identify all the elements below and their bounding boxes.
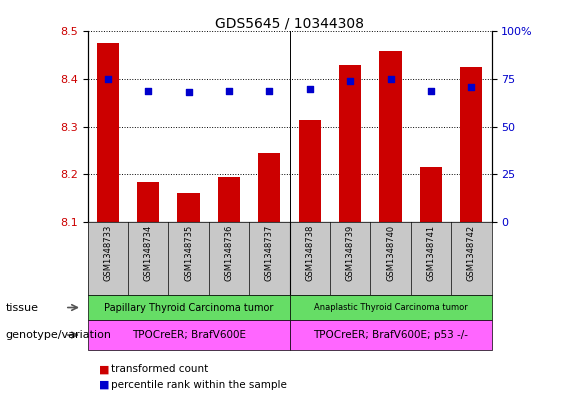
- Point: [224, 87, 233, 94]
- Text: GSM1348742: GSM1348742: [467, 225, 476, 281]
- Bar: [460, 67, 483, 222]
- Text: GSM1348739: GSM1348739: [346, 225, 355, 281]
- Title: GDS5645 / 10344308: GDS5645 / 10344308: [215, 16, 364, 30]
- Text: GSM1348740: GSM1348740: [386, 225, 395, 281]
- Point: [184, 89, 193, 95]
- Text: genotype/variation: genotype/variation: [6, 330, 112, 340]
- Text: GSM1348733: GSM1348733: [103, 225, 112, 281]
- Point: [144, 87, 153, 94]
- Bar: [97, 43, 119, 222]
- FancyBboxPatch shape: [289, 320, 492, 350]
- Text: tissue: tissue: [6, 303, 38, 312]
- Text: GSM1348735: GSM1348735: [184, 225, 193, 281]
- Text: GSM1348736: GSM1348736: [224, 225, 233, 281]
- Text: ■: ■: [99, 380, 113, 390]
- Point: [427, 87, 436, 94]
- Bar: [339, 65, 361, 222]
- Bar: [177, 193, 199, 222]
- Bar: [299, 119, 321, 222]
- Text: GSM1348734: GSM1348734: [144, 225, 153, 281]
- Bar: [137, 182, 159, 222]
- Point: [346, 78, 355, 84]
- Point: [305, 85, 314, 92]
- Text: TPOCreER; BrafV600E: TPOCreER; BrafV600E: [132, 330, 246, 340]
- Text: GSM1348741: GSM1348741: [427, 225, 436, 281]
- Text: transformed count: transformed count: [111, 364, 208, 375]
- Text: Papillary Thyroid Carcinoma tumor: Papillary Thyroid Carcinoma tumor: [104, 303, 273, 312]
- Bar: [380, 51, 402, 222]
- FancyBboxPatch shape: [88, 320, 289, 350]
- FancyBboxPatch shape: [289, 295, 492, 320]
- Text: percentile rank within the sample: percentile rank within the sample: [111, 380, 287, 390]
- Point: [386, 76, 395, 82]
- Point: [467, 84, 476, 90]
- Text: Anaplastic Thyroid Carcinoma tumor: Anaplastic Thyroid Carcinoma tumor: [314, 303, 467, 312]
- Point: [265, 87, 274, 94]
- Text: TPOCreER; BrafV600E; p53 -/-: TPOCreER; BrafV600E; p53 -/-: [313, 330, 468, 340]
- FancyBboxPatch shape: [88, 295, 289, 320]
- Bar: [258, 153, 280, 222]
- Text: GSM1348737: GSM1348737: [265, 225, 274, 281]
- Bar: [420, 167, 442, 222]
- Point: [103, 76, 112, 82]
- Text: ■: ■: [99, 364, 113, 375]
- Bar: [218, 177, 240, 222]
- Text: GSM1348738: GSM1348738: [305, 225, 314, 281]
